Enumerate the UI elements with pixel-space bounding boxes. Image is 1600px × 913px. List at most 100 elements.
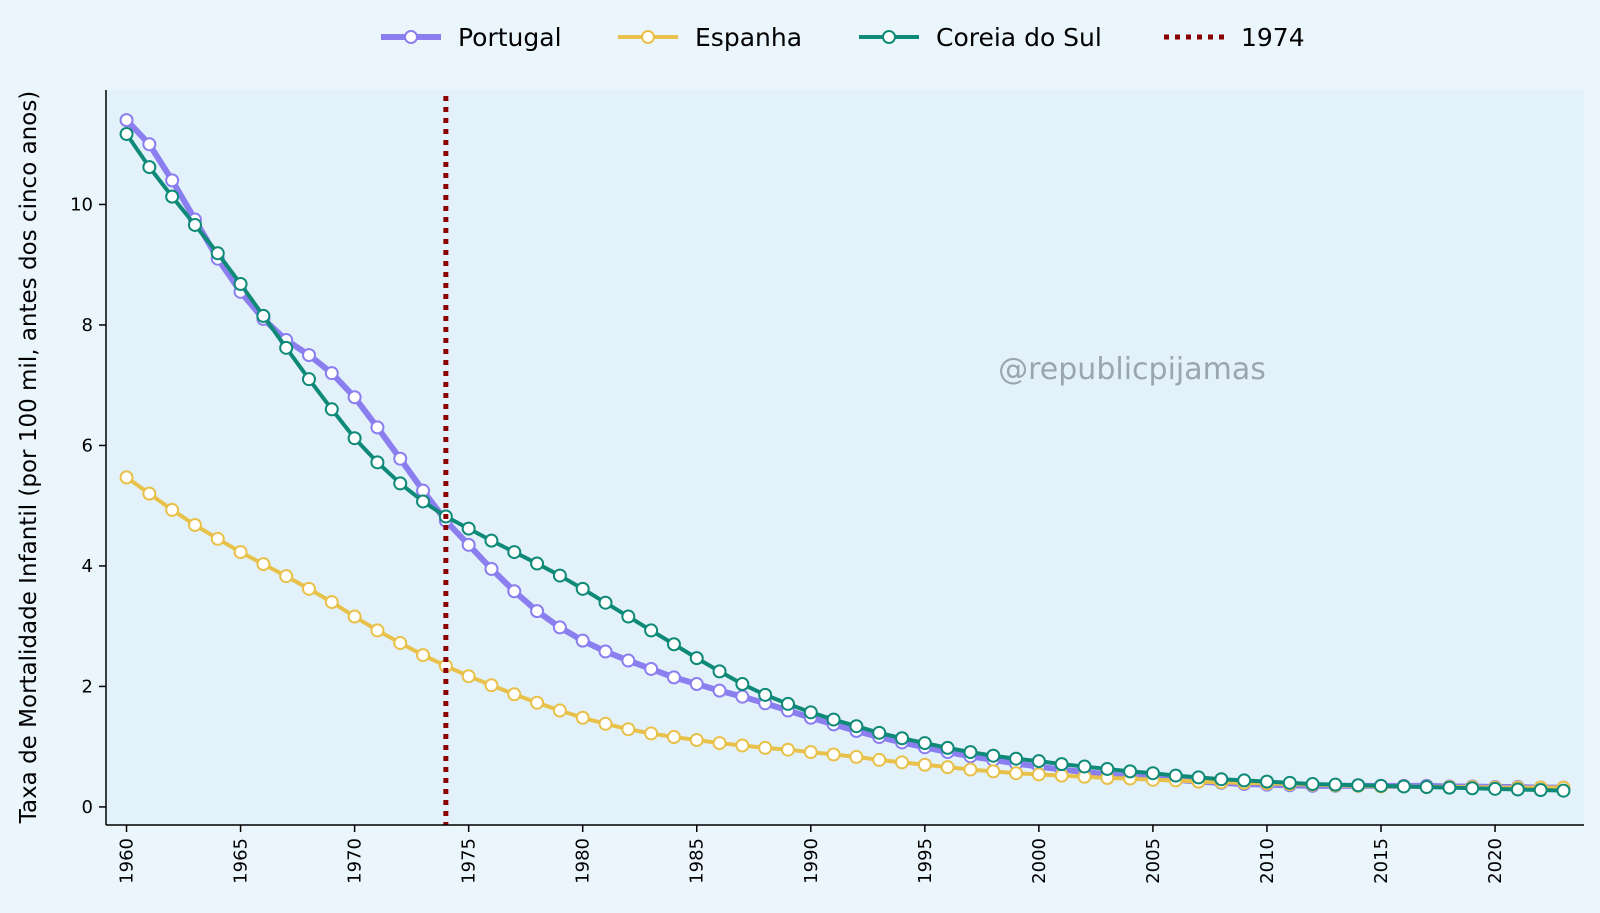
data-point-espanha — [1054, 768, 1069, 783]
data-point-coreia-do-sul — [507, 545, 522, 560]
plot-area — [106, 90, 1584, 825]
data-point-espanha — [233, 545, 248, 560]
data-point-coreia-do-sul — [1396, 779, 1411, 794]
data-point-coreia-do-sul — [324, 402, 339, 417]
legend-item-portugal: Portugal — [381, 23, 562, 52]
data-point-portugal — [575, 633, 590, 648]
data-point-coreia-do-sul — [233, 276, 248, 291]
y-tick-label: 10 — [70, 194, 93, 215]
data-point-coreia-do-sul — [1282, 775, 1297, 790]
data-point-coreia-do-sul — [552, 568, 567, 583]
data-point-coreia-do-sul — [347, 431, 362, 446]
legend: Portugal Espanha Coreia do Sul 1974 — [381, 23, 1305, 52]
data-point-coreia-do-sul — [1054, 757, 1069, 772]
y-axis-title: Taxa de Mortalidade Infantil (por 100 mi… — [16, 91, 42, 825]
data-point-coreia-do-sul — [986, 748, 1001, 763]
axes: 0 2 4 6 8 10 1960 1965 1970 1975 1980 1985 1990 1995 2… — [70, 90, 1584, 884]
data-point-espanha — [621, 722, 636, 737]
watermark: @republicpijamas — [998, 352, 1266, 387]
data-point-coreia-do-sul — [416, 494, 431, 509]
data-point-coreia-do-sul — [1556, 783, 1571, 798]
data-point-espanha — [712, 736, 727, 751]
data-point-portugal — [324, 366, 339, 381]
x-tick-label: 1960 — [117, 838, 138, 884]
data-point-espanha — [461, 669, 476, 684]
data-point-espanha — [666, 730, 681, 745]
data-point-coreia-do-sul — [621, 609, 636, 624]
y-tick-label: 6 — [82, 435, 93, 456]
data-point-espanha — [1031, 767, 1046, 782]
legend-item-espanha: Espanha — [618, 23, 802, 52]
data-point-coreia-do-sul — [370, 455, 385, 470]
data-point-coreia-do-sul — [119, 126, 134, 141]
data-point-portugal — [644, 661, 659, 676]
data-point-espanha — [963, 762, 978, 777]
y-tick-label: 2 — [82, 676, 93, 697]
legend-marker — [882, 30, 896, 44]
data-point-coreia-do-sul — [1009, 751, 1024, 766]
data-point-coreia-do-sul — [803, 705, 818, 720]
data-point-espanha — [849, 749, 864, 764]
data-point-coreia-do-sul — [849, 719, 864, 734]
data-point-espanha — [393, 636, 408, 651]
legend-label: Portugal — [458, 23, 562, 52]
y-tick-label: 8 — [82, 315, 93, 336]
data-point-portugal — [598, 644, 613, 659]
data-point-espanha — [598, 716, 613, 731]
legend-item-1974: 1974 — [1164, 23, 1305, 52]
data-point-espanha — [644, 726, 659, 741]
data-point-coreia-do-sul — [1328, 777, 1343, 792]
data-point-espanha — [416, 648, 431, 663]
data-point-coreia-do-sul — [1145, 766, 1160, 781]
data-point-espanha — [1009, 766, 1024, 781]
legend-label: Espanha — [695, 23, 802, 52]
data-point-coreia-do-sul — [1191, 770, 1206, 785]
data-point-coreia-do-sul — [644, 623, 659, 638]
data-point-espanha — [552, 703, 567, 718]
data-point-portugal — [507, 584, 522, 599]
data-point-portugal — [530, 604, 545, 619]
data-point-coreia-do-sul — [689, 651, 704, 666]
data-point-coreia-do-sul — [1442, 780, 1457, 795]
plot-marks — [119, 96, 1571, 825]
data-point-coreia-do-sul — [484, 533, 499, 548]
data-point-espanha — [986, 764, 1001, 779]
data-point-coreia-do-sul — [165, 189, 180, 204]
data-point-coreia-do-sul — [1100, 761, 1115, 776]
data-point-espanha — [370, 623, 385, 638]
x-tick-label: 1970 — [345, 838, 366, 884]
legend-label: Coreia do Sul — [936, 23, 1102, 52]
data-point-espanha — [165, 502, 180, 517]
data-point-espanha — [530, 695, 545, 710]
data-point-espanha — [187, 517, 202, 532]
data-point-coreia-do-sul — [1533, 783, 1548, 798]
data-point-coreia-do-sul — [1510, 782, 1525, 797]
data-point-coreia-do-sul — [279, 340, 294, 355]
data-point-espanha — [119, 470, 134, 485]
data-point-coreia-do-sul — [1168, 768, 1183, 783]
data-point-coreia-do-sul — [1214, 772, 1229, 787]
x-tick-label: 1995 — [915, 838, 936, 884]
data-point-espanha — [256, 557, 271, 572]
data-point-coreia-do-sul — [1123, 764, 1138, 779]
data-point-espanha — [347, 609, 362, 624]
data-point-coreia-do-sul — [735, 677, 750, 692]
data-point-espanha — [142, 486, 157, 501]
data-point-portugal — [621, 653, 636, 668]
data-point-coreia-do-sul — [826, 712, 841, 727]
data-point-coreia-do-sul — [1305, 777, 1320, 792]
data-point-portugal — [712, 683, 727, 698]
data-point-coreia-do-sul — [210, 246, 225, 261]
data-point-espanha — [507, 687, 522, 702]
legend-marker — [404, 30, 418, 44]
data-point-portugal — [484, 561, 499, 576]
series-line-coreia-do-sul — [124, 131, 1566, 793]
data-point-coreia-do-sul — [598, 595, 613, 610]
data-point-espanha — [324, 595, 339, 610]
x-tick-label: 2000 — [1029, 838, 1050, 884]
data-point-coreia-do-sul — [1465, 781, 1480, 796]
data-point-espanha — [758, 740, 773, 755]
x-tick-label: 1980 — [573, 838, 594, 884]
data-point-portugal — [119, 113, 134, 128]
